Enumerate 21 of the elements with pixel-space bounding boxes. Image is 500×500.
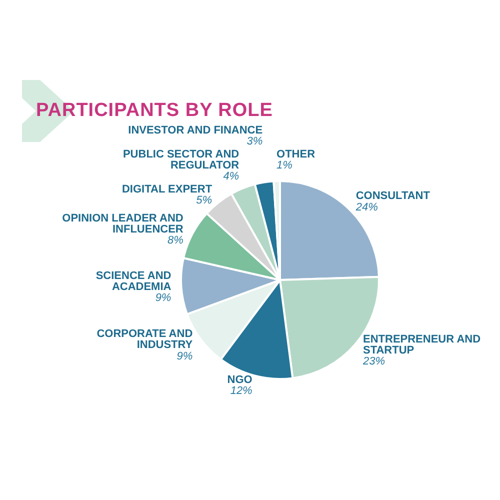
- data-label: 1%: [276, 160, 293, 172]
- data-label: 24%: [354, 201, 378, 214]
- data-label: 9%: [155, 292, 172, 304]
- data-label: 8%: [167, 234, 184, 247]
- slice-label: OTHER: [276, 148, 316, 161]
- slice-label: CONSULTANT: [356, 190, 430, 202]
- slice-label: ENTREPRENEUR AND STARTUP: [363, 334, 481, 357]
- data-label: 9%: [176, 350, 193, 362]
- slice-label: CORPORATE AND INDUSTRY: [96, 328, 194, 352]
- chart-title: PARTICIPANTS BY ROLE: [36, 100, 273, 122]
- slice-label: NGO: [227, 374, 253, 386]
- data-label: 5%: [196, 194, 212, 206]
- data-label: 23%: [362, 356, 386, 368]
- slice-label: INVESTOR AND FINANCE: [128, 124, 263, 136]
- data-label: 4%: [223, 170, 240, 182]
- slice-label: SCIENCE AND ACADEMIA: [96, 270, 172, 294]
- slice-label: OPINION LEADER AND INFLUENCER: [62, 212, 184, 236]
- data-label: 3%: [246, 135, 263, 148]
- data-label: 12%: [230, 385, 253, 397]
- slice-label: DIGITAL EXPERT: [122, 183, 212, 196]
- slice-label: PUBLIC SECTOR AND REGULATOR: [122, 148, 240, 172]
